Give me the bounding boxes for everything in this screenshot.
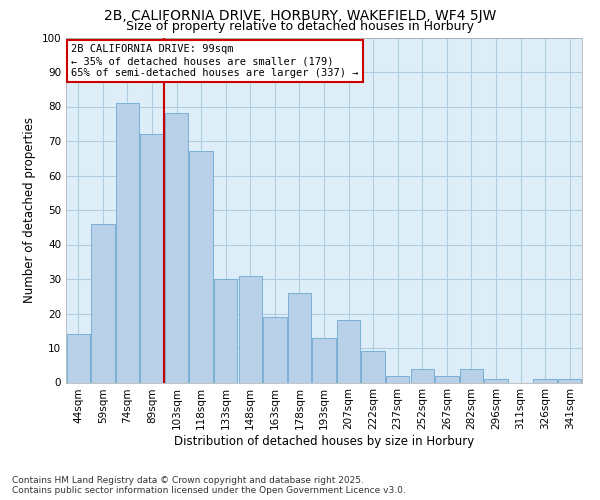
Text: 2B CALIFORNIA DRIVE: 99sqm
← 35% of detached houses are smaller (179)
65% of sem: 2B CALIFORNIA DRIVE: 99sqm ← 35% of deta…	[71, 44, 359, 78]
Bar	[435, 376, 458, 382]
Bar	[67, 334, 90, 382]
Bar	[533, 379, 557, 382]
Text: 2B, CALIFORNIA DRIVE, HORBURY, WAKEFIELD, WF4 5JW: 2B, CALIFORNIA DRIVE, HORBURY, WAKEFIELD…	[104, 9, 496, 23]
Text: Contains HM Land Registry data © Crown copyright and database right 2025.
Contai: Contains HM Land Registry data © Crown c…	[12, 476, 406, 495]
Bar	[263, 317, 287, 382]
Text: Size of property relative to detached houses in Horbury: Size of property relative to detached ho…	[126, 20, 474, 33]
Bar	[214, 279, 238, 382]
Bar	[410, 368, 434, 382]
Bar	[361, 352, 385, 382]
Bar	[140, 134, 164, 382]
Bar	[558, 379, 581, 382]
Bar	[386, 376, 409, 382]
Bar	[337, 320, 360, 382]
Bar	[239, 276, 262, 382]
Bar	[288, 293, 311, 382]
Bar	[484, 379, 508, 382]
Bar	[91, 224, 115, 382]
Bar	[190, 152, 213, 382]
Bar	[165, 114, 188, 382]
Bar	[460, 368, 483, 382]
Y-axis label: Number of detached properties: Number of detached properties	[23, 117, 36, 303]
X-axis label: Distribution of detached houses by size in Horbury: Distribution of detached houses by size …	[174, 435, 474, 448]
Bar	[116, 103, 139, 382]
Bar	[313, 338, 335, 382]
